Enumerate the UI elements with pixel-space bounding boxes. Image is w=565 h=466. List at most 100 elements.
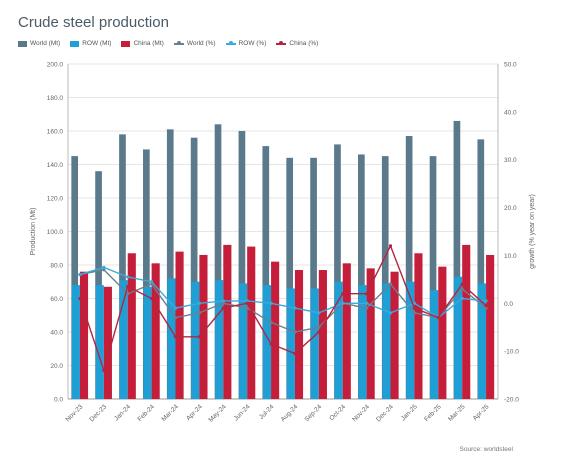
bar-row bbox=[430, 290, 439, 399]
point-china bbox=[150, 296, 154, 301]
y2-axis-label: growth (% year on year) bbox=[529, 194, 536, 269]
legend-swatch-china-line bbox=[276, 41, 287, 45]
point-china bbox=[78, 296, 82, 301]
point-china bbox=[341, 292, 345, 296]
bar-china bbox=[151, 263, 160, 399]
point-world bbox=[102, 268, 106, 272]
bar-row bbox=[406, 281, 415, 399]
line-row bbox=[79, 266, 487, 319]
bar-china bbox=[199, 254, 208, 399]
point-row bbox=[317, 311, 321, 315]
chart-legend: World (Mt) ROW (Mt) China (Mt) World (%)… bbox=[18, 40, 318, 47]
x-tick-label: Nov-24 bbox=[351, 403, 371, 423]
bar-world bbox=[143, 149, 150, 399]
bar-china bbox=[247, 246, 256, 399]
point-row bbox=[365, 301, 369, 305]
point-china bbox=[245, 301, 249, 305]
bar-world bbox=[190, 137, 198, 399]
legend-label-world-line: World (%) bbox=[186, 40, 216, 47]
bar-china bbox=[127, 253, 136, 399]
bar-china bbox=[462, 244, 471, 399]
point-row bbox=[388, 311, 393, 315]
bar-world bbox=[214, 124, 222, 400]
line-china bbox=[79, 244, 487, 373]
bar-row bbox=[95, 285, 104, 399]
y-tick-label: 40.0 bbox=[50, 330, 63, 337]
bar-row bbox=[310, 288, 319, 399]
point-world bbox=[173, 316, 178, 320]
bar-world bbox=[286, 157, 294, 399]
point-world bbox=[460, 287, 464, 291]
y-tick-label: 100.0 bbox=[47, 229, 64, 236]
bar-china bbox=[414, 253, 423, 399]
bar-world bbox=[453, 120, 461, 399]
legend-label-row-bar: ROW (Mt) bbox=[82, 40, 112, 47]
bar-world bbox=[166, 129, 174, 399]
point-china bbox=[269, 342, 273, 346]
line-world bbox=[79, 269, 487, 333]
source-note: Source: worldsteel bbox=[459, 446, 513, 453]
point-row bbox=[197, 301, 201, 305]
bar-world bbox=[310, 157, 317, 399]
x-tick-label: Dec-23 bbox=[88, 403, 108, 423]
y-tick-label: 20.0 bbox=[50, 363, 63, 370]
y-tick-label: 200.0 bbox=[47, 62, 64, 69]
bar-world bbox=[429, 156, 437, 399]
y2-tick-label: 0.0 bbox=[504, 301, 513, 308]
x-tick-label: Feb-24 bbox=[137, 403, 157, 423]
y2-tick-label: -20.0 bbox=[504, 397, 519, 404]
x-tick-label: Mar-24 bbox=[160, 403, 180, 423]
y2-tick-label: 10.0 bbox=[504, 253, 517, 260]
point-row bbox=[293, 306, 297, 310]
bar-china bbox=[175, 251, 184, 399]
point-world bbox=[365, 306, 369, 310]
point-world bbox=[484, 306, 488, 310]
point-world bbox=[245, 306, 249, 310]
legend-item-world-bar: World (Mt) bbox=[18, 40, 60, 47]
point-china bbox=[293, 351, 297, 356]
x-tick-label: Nov-23 bbox=[65, 403, 85, 423]
bar-world bbox=[119, 134, 126, 399]
point-china bbox=[365, 292, 369, 296]
bar-china bbox=[103, 286, 112, 399]
point-row bbox=[126, 275, 130, 279]
legend-swatch-row-line bbox=[225, 41, 236, 45]
bar-row bbox=[71, 285, 80, 399]
point-row bbox=[245, 299, 249, 303]
bar-china bbox=[79, 271, 89, 399]
bar-row bbox=[143, 286, 152, 399]
bar-world bbox=[358, 154, 365, 399]
bar-world bbox=[262, 146, 270, 399]
point-world bbox=[269, 320, 273, 325]
legend-item-row-line: ROW (%) bbox=[225, 40, 266, 47]
x-tick-label: Aug-24 bbox=[280, 403, 300, 423]
point-world bbox=[197, 311, 201, 315]
legend-swatch-china-bar bbox=[121, 40, 131, 47]
point-world bbox=[221, 301, 225, 305]
point-china bbox=[436, 316, 440, 320]
legend-swatch-row-bar bbox=[70, 40, 80, 47]
x-tick-label: Jan-24 bbox=[113, 403, 132, 422]
bar-china bbox=[271, 261, 280, 399]
legend-label-world-bar: World (Mt) bbox=[30, 40, 61, 47]
y2-tick-label: 30.0 bbox=[504, 157, 517, 164]
point-row bbox=[269, 301, 273, 305]
y2-tick-label: -10.0 bbox=[504, 349, 519, 356]
bar-china bbox=[318, 270, 327, 399]
bar-china bbox=[223, 244, 232, 399]
bar-row bbox=[334, 281, 343, 399]
y-tick-label: 180.0 bbox=[47, 95, 64, 102]
bar-row bbox=[239, 283, 248, 399]
point-row bbox=[460, 296, 464, 301]
point-row bbox=[150, 280, 154, 284]
legend-item-china-line: China (%) bbox=[276, 40, 318, 47]
x-tick-label: Jan-25 bbox=[400, 403, 419, 422]
bar-row bbox=[119, 280, 128, 399]
y-tick-label: 80.0 bbox=[50, 263, 63, 270]
point-row bbox=[173, 306, 178, 310]
x-tick-label: Dec-24 bbox=[375, 403, 395, 423]
bar-world bbox=[71, 156, 79, 399]
bar-row bbox=[477, 283, 487, 399]
point-world bbox=[293, 330, 297, 334]
